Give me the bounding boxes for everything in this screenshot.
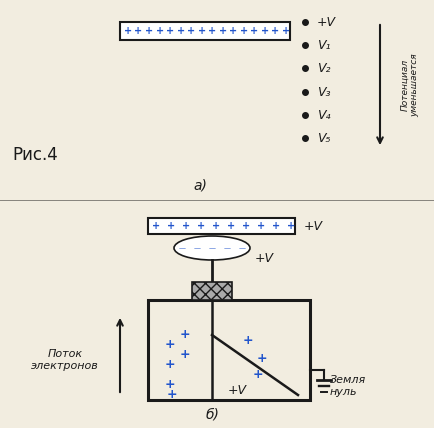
Text: Земля
нуль: Земля нуль	[330, 375, 366, 397]
Text: —: —	[224, 245, 230, 251]
Text: —: —	[178, 245, 185, 251]
Text: +: +	[271, 26, 279, 36]
Text: +V: +V	[228, 383, 247, 396]
Text: +: +	[219, 26, 227, 36]
Text: +: +	[243, 333, 253, 347]
Text: V₅: V₅	[317, 131, 331, 145]
Text: —: —	[208, 245, 216, 251]
Text: +: +	[167, 221, 175, 231]
Text: V₄: V₄	[317, 109, 331, 122]
Text: Потенциал
уменьшается: Потенциал уменьшается	[400, 53, 420, 117]
Bar	[148, 300, 310, 400]
Text: +: +	[250, 26, 259, 36]
Text: +: +	[164, 339, 175, 351]
Text: +V: +V	[255, 252, 274, 265]
Text: +: +	[229, 26, 237, 36]
Text: +: +	[282, 26, 290, 36]
Text: +: +	[135, 26, 143, 36]
Text: +: +	[124, 26, 132, 36]
Text: +: +	[152, 221, 160, 231]
Text: б): б)	[205, 408, 219, 422]
Text: V₂: V₂	[317, 62, 331, 74]
Text: +: +	[197, 26, 206, 36]
Text: +: +	[257, 221, 265, 231]
Text: +: +	[187, 26, 195, 36]
Text: +: +	[180, 329, 191, 342]
Bar	[148, 218, 295, 234]
Text: +: +	[197, 221, 205, 231]
Bar	[192, 282, 232, 300]
Text: +: +	[261, 26, 269, 36]
Text: V₁: V₁	[317, 39, 331, 51]
Text: +: +	[240, 26, 248, 36]
Text: +V: +V	[304, 220, 323, 232]
Ellipse shape	[174, 236, 250, 260]
Text: +: +	[256, 351, 267, 365]
Text: —: —	[239, 245, 246, 251]
Text: Поток
электронов: Поток электронов	[31, 349, 99, 371]
Text: +: +	[155, 26, 164, 36]
Text: +: +	[242, 221, 250, 231]
Text: +: +	[164, 359, 175, 372]
Text: +: +	[208, 26, 216, 36]
Text: +: +	[227, 221, 235, 231]
Text: +: +	[287, 221, 295, 231]
Text: +V: +V	[317, 15, 336, 29]
Text: +: +	[166, 26, 174, 36]
Text: V₃: V₃	[317, 86, 331, 98]
Text: а): а)	[193, 178, 207, 192]
Text: +: +	[177, 26, 185, 36]
Text: +: +	[167, 389, 178, 401]
Text: +: +	[212, 221, 220, 231]
Text: +: +	[145, 26, 153, 36]
Bar	[120, 22, 290, 40]
Text: +: +	[180, 348, 191, 362]
Text: +: +	[253, 369, 263, 381]
Text: +: +	[272, 221, 280, 231]
Text: +: +	[164, 378, 175, 392]
Text: —: —	[194, 245, 201, 251]
Text: Рис.4: Рис.4	[12, 146, 58, 164]
Text: +: +	[182, 221, 190, 231]
